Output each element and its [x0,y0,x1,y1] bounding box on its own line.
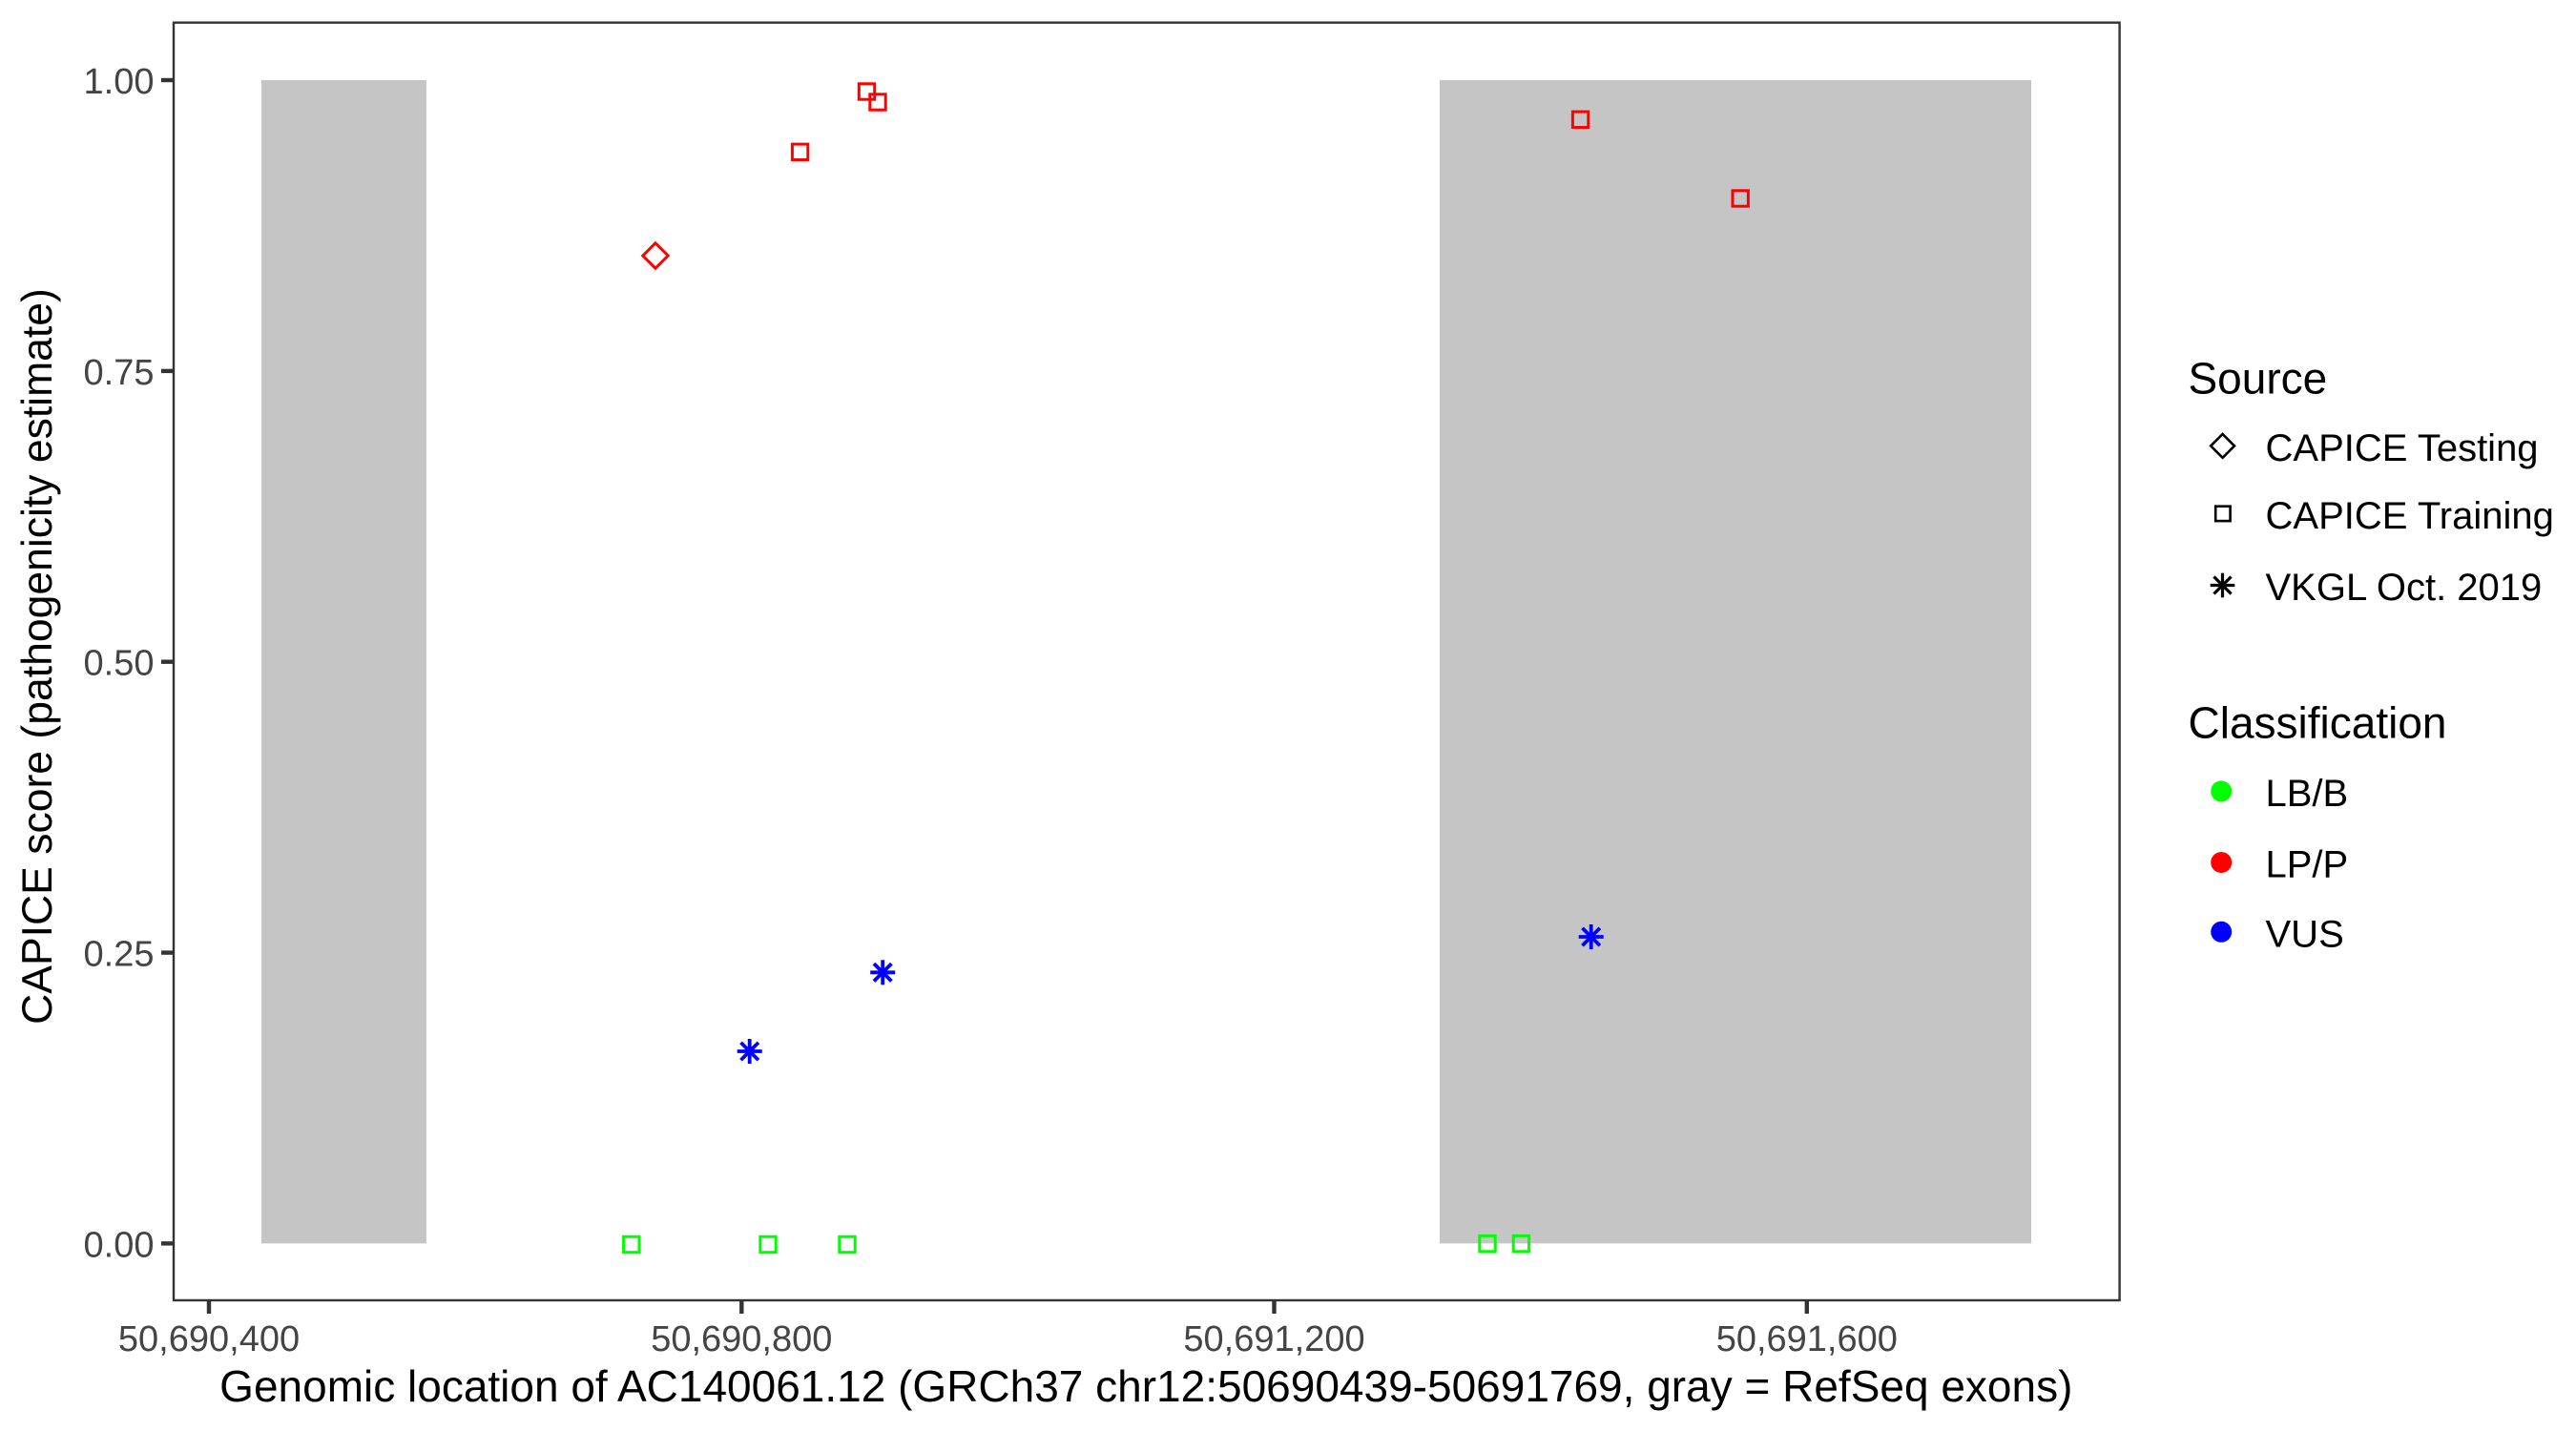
svg-text:50,690,800: 50,690,800 [651,1319,832,1359]
svg-text:LB/B: LB/B [2266,773,2349,815]
svg-text:50,691,600: 50,691,600 [1716,1319,1898,1359]
svg-text:Classification: Classification [2189,698,2447,748]
svg-text:1.00: 1.00 [84,62,155,102]
svg-text:0.00: 0.00 [84,1225,155,1265]
svg-text:Source: Source [2189,354,2328,404]
svg-text:0.75: 0.75 [84,353,155,393]
svg-text:VKGL Oct. 2019: VKGL Oct. 2019 [2266,567,2543,609]
svg-text:0.25: 0.25 [84,935,155,975]
svg-text:Genomic location of AC140061.1: Genomic location of AC140061.12 (GRCh37 … [219,1361,2072,1411]
svg-text:VUS: VUS [2266,913,2344,955]
svg-text:LP/P: LP/P [2266,844,2349,886]
svg-text:50,691,200: 50,691,200 [1183,1319,1364,1359]
svg-text:CAPICE Training: CAPICE Training [2266,495,2554,537]
svg-text:50,690,400: 50,690,400 [118,1319,300,1359]
svg-text:CAPICE score (pathogenicity es: CAPICE score (pathogenicity estimate) [14,288,61,1025]
svg-text:0.50: 0.50 [84,644,155,684]
svg-text:CAPICE Testing: CAPICE Testing [2266,427,2539,469]
